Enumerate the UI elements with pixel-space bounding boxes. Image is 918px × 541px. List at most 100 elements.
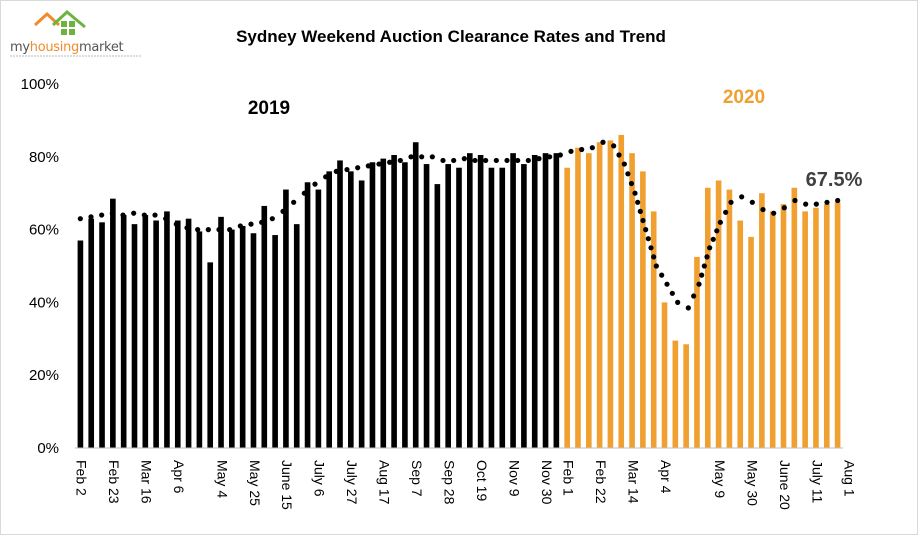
bar-2019 bbox=[456, 168, 462, 448]
trend-point bbox=[739, 194, 744, 199]
bar-2020 bbox=[705, 188, 711, 448]
bar-2019 bbox=[175, 221, 181, 449]
trend-point bbox=[646, 236, 651, 241]
bar-2019 bbox=[132, 224, 138, 448]
trend-point bbox=[558, 152, 563, 157]
x-tick-label: Mar 16 bbox=[139, 460, 155, 504]
trend-point bbox=[280, 209, 285, 214]
trend-point bbox=[654, 263, 659, 268]
trend-point bbox=[547, 154, 552, 159]
bar-2020 bbox=[759, 193, 765, 448]
trend-point bbox=[640, 218, 645, 223]
trend-point bbox=[835, 198, 840, 203]
bar-2019 bbox=[424, 164, 430, 448]
bar-2020 bbox=[575, 148, 581, 448]
bar-2019 bbox=[261, 206, 267, 448]
bar-2020 bbox=[608, 140, 614, 448]
chart-title: Sydney Weekend Auction Clearance Rates a… bbox=[236, 27, 666, 46]
trend-point bbox=[659, 273, 664, 278]
trend-point bbox=[494, 158, 499, 163]
bar-2019 bbox=[435, 184, 441, 448]
bar-2019 bbox=[510, 153, 516, 448]
x-tick-label: Apr 6 bbox=[171, 460, 187, 494]
trend-point bbox=[600, 140, 605, 145]
trend-point bbox=[88, 214, 93, 219]
chart-frame: myhousingmarket Sydney Weekend Auction C… bbox=[0, 0, 918, 535]
logo-word-market: market bbox=[79, 40, 124, 55]
bars bbox=[78, 135, 841, 448]
trend-point bbox=[248, 222, 253, 227]
trend-point bbox=[152, 212, 157, 217]
x-tick-label: Apr 4 bbox=[658, 460, 674, 494]
bar-2020 bbox=[586, 153, 592, 448]
bar-2019 bbox=[153, 221, 159, 449]
trend-point bbox=[782, 205, 787, 210]
trend-point bbox=[163, 216, 168, 221]
trend-point bbox=[451, 158, 456, 163]
x-tick-label: Sep 7 bbox=[409, 460, 425, 497]
y-tick-label: 40% bbox=[29, 294, 59, 311]
bar-2019 bbox=[445, 164, 451, 448]
trend-point bbox=[632, 191, 637, 196]
bar-2019 bbox=[521, 164, 527, 448]
bar-2020 bbox=[824, 204, 830, 448]
trend-point bbox=[675, 300, 680, 305]
bar-2019 bbox=[359, 180, 365, 448]
bar-2019 bbox=[240, 226, 246, 448]
trend-point bbox=[771, 211, 776, 216]
bar-2020 bbox=[792, 188, 798, 448]
trend-point bbox=[728, 200, 733, 205]
chart: myhousingmarket Sydney Weekend Auction C… bbox=[1, 1, 918, 536]
y-tick-label: 20% bbox=[29, 367, 59, 384]
bar-2019 bbox=[272, 235, 278, 448]
trend-point bbox=[366, 163, 371, 168]
bar-2020 bbox=[813, 208, 819, 448]
bar-2019 bbox=[110, 199, 116, 448]
trend-point bbox=[419, 154, 424, 159]
trend-point bbox=[691, 293, 696, 298]
trend-point bbox=[398, 158, 403, 163]
x-tick-label: Feb 2 bbox=[74, 460, 90, 496]
bar-2019 bbox=[197, 231, 203, 448]
trend-point bbox=[643, 227, 648, 232]
trend-point bbox=[696, 282, 701, 287]
bar-2019 bbox=[316, 190, 322, 448]
bar-2019 bbox=[391, 155, 397, 448]
bar-2020 bbox=[618, 135, 624, 448]
x-tick-label: Oct 19 bbox=[474, 460, 490, 501]
house-roof-icon bbox=[35, 12, 85, 35]
bar-2020 bbox=[781, 204, 787, 448]
trend-point bbox=[78, 216, 83, 221]
trend-point bbox=[536, 156, 541, 161]
trend-point bbox=[638, 209, 643, 214]
svg-text:myhousingmarket: myhousingmarket bbox=[10, 40, 124, 55]
bar-2019 bbox=[413, 142, 419, 448]
trend-point bbox=[472, 158, 477, 163]
trend-point bbox=[110, 211, 115, 216]
trend-point bbox=[590, 145, 595, 150]
bar-2020 bbox=[748, 237, 754, 448]
bar-2019 bbox=[229, 230, 235, 448]
bar-2019 bbox=[370, 162, 376, 448]
bar-2020 bbox=[737, 221, 743, 449]
bar-2019 bbox=[467, 153, 473, 448]
trend-point bbox=[99, 212, 104, 217]
bar-2020 bbox=[802, 211, 808, 448]
trend-point bbox=[699, 273, 704, 278]
bar-2019 bbox=[532, 155, 538, 448]
x-tick-label: Feb 1 bbox=[560, 460, 576, 496]
trend-point bbox=[376, 161, 381, 166]
trend-point bbox=[515, 158, 520, 163]
y-tick-label: 100% bbox=[21, 76, 59, 93]
x-tick-label: Aug 17 bbox=[377, 460, 393, 505]
y-tick-label: 80% bbox=[29, 149, 59, 166]
x-axis-ticks: Feb 2 Feb 23 Mar 16 Apr 6 May 4 May 25 June 15… bbox=[74, 460, 858, 510]
trend-point bbox=[625, 171, 630, 176]
trend-point bbox=[270, 216, 275, 221]
y-tick-label: 60% bbox=[29, 222, 59, 239]
trend-point bbox=[670, 291, 675, 296]
x-tick-label: May 30 bbox=[744, 460, 760, 506]
bar-2019 bbox=[207, 262, 213, 448]
trend-point bbox=[131, 211, 136, 216]
logo: myhousingmarket bbox=[10, 12, 141, 56]
